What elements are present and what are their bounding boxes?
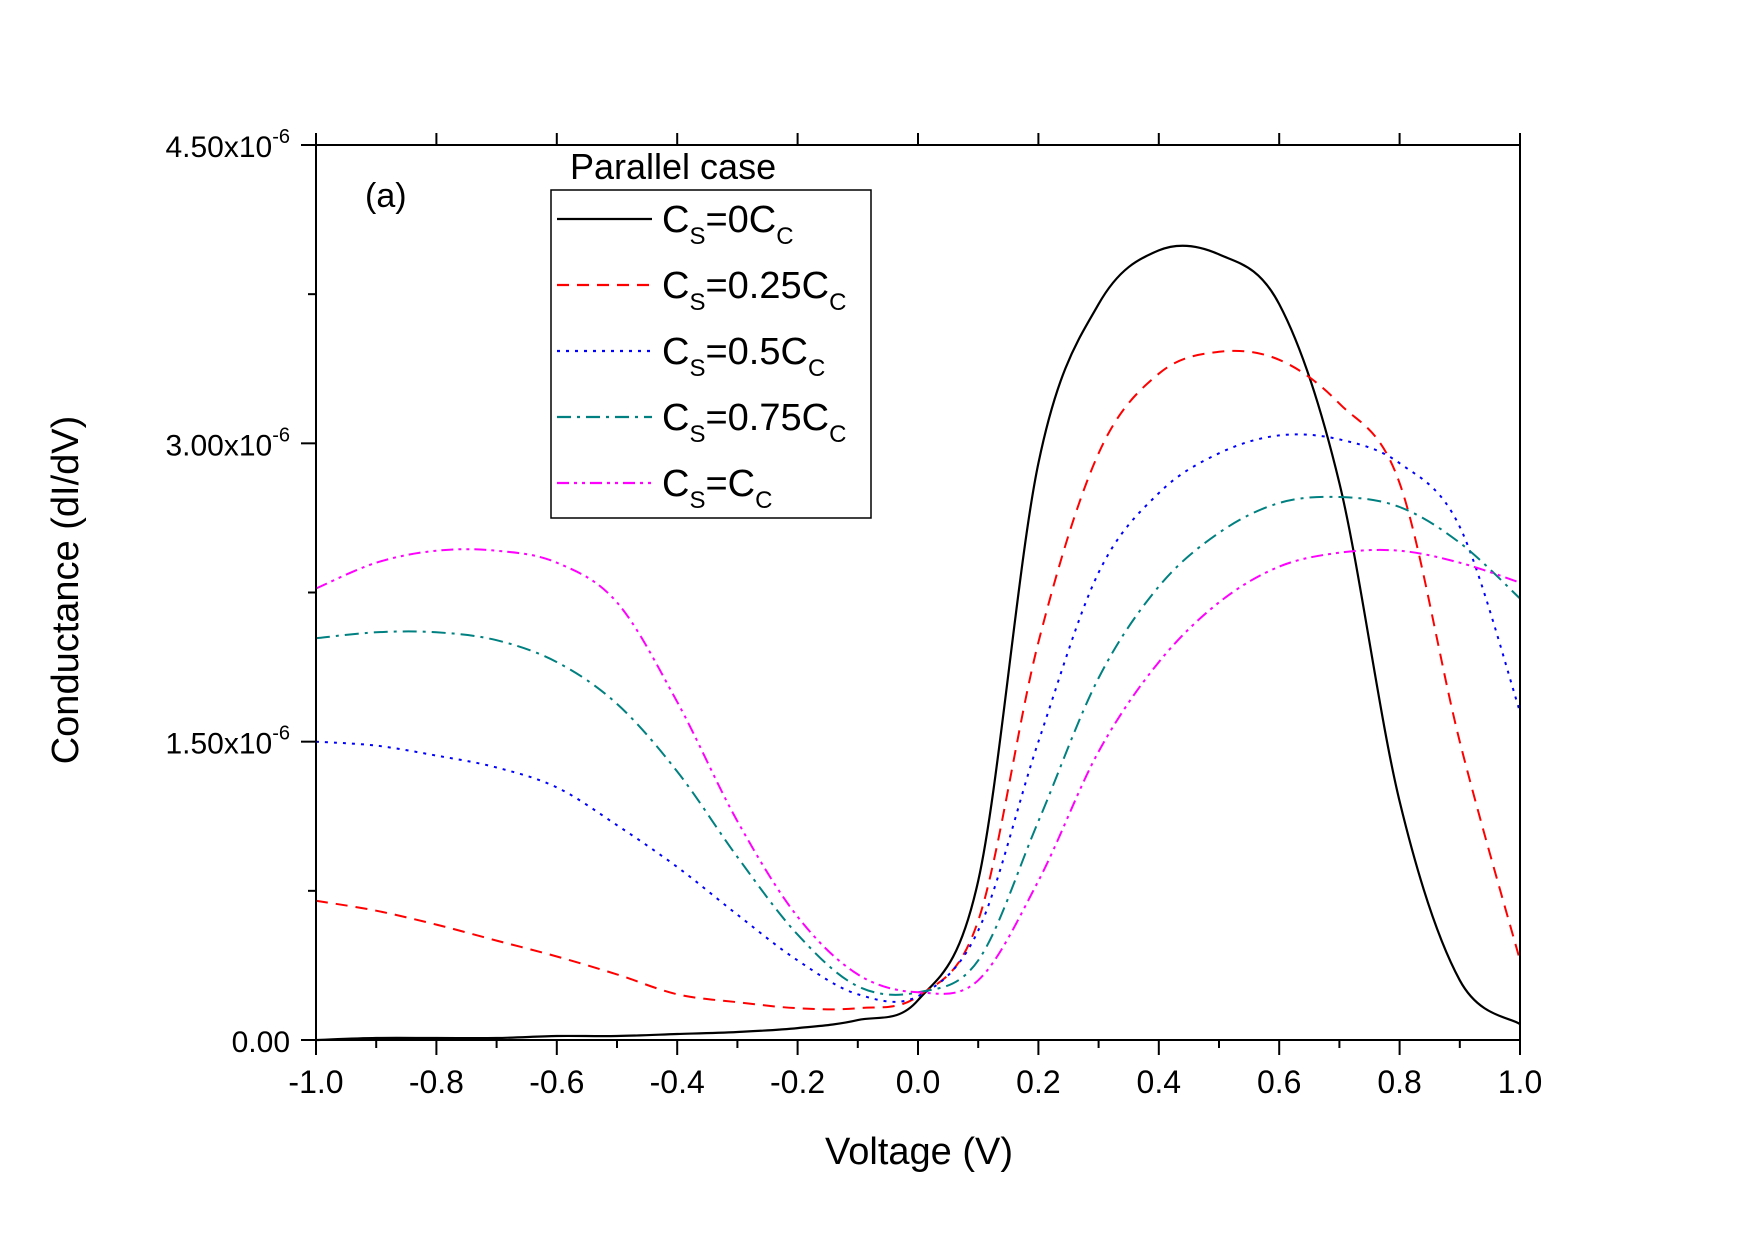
series-line-5	[315, 548, 1521, 995]
legend-items: CS=0CC CS=0.25CC CS=0.5CC CS=0.75CC CS=CC	[557, 199, 846, 514]
legend-label: CS=0.5CC	[662, 331, 825, 382]
x-tick-label: -0.2	[770, 1064, 825, 1100]
y-tick-label: 0.00	[232, 1026, 290, 1059]
series-line-2	[315, 349, 1521, 1011]
x-tick-label: 0.8	[1377, 1064, 1421, 1100]
x-axis-title: Voltage (V)	[825, 1131, 1013, 1173]
series-line-3	[315, 433, 1521, 1003]
x-tick-label: -0.4	[650, 1064, 705, 1100]
legend-title: Parallel case	[570, 146, 776, 187]
series-layer	[315, 244, 1521, 1042]
ticks-layer	[301, 133, 1521, 1055]
panel-label: (a)	[365, 177, 407, 215]
x-tick-label: -0.8	[409, 1064, 464, 1100]
series-line-1	[315, 244, 1521, 1042]
x-tick-label: -1.0	[288, 1064, 343, 1100]
y-tick-label: 4.50x10-6	[165, 126, 290, 164]
legend: Parallel case CS=0CCCS=0.25CCCS=0.5CCCS=…	[550, 146, 872, 519]
x-tick-label: 0.4	[1137, 1064, 1181, 1100]
x-tick-label: 1.0	[1498, 1064, 1542, 1100]
legend-label: CS=CC	[662, 463, 772, 514]
y-axis-title: Conductance (dI/dV)	[45, 416, 87, 765]
legend-box	[550, 189, 872, 519]
legend-label: CS=0.75CC	[662, 397, 846, 448]
labels-layer: -1.0 -0.8 -0.6 -0.4 -0.2 0.0 0.2 0.4 0.6 0.8 1.0 0.…	[165, 126, 1542, 1100]
series-line-4	[315, 495, 1521, 996]
y-tick-label: 3.00x10-6	[165, 424, 290, 462]
x-tick-label: 0.0	[896, 1064, 940, 1100]
y-tick-label: 1.50x10-6	[165, 723, 290, 761]
legend-label: CS=0.25CC	[662, 265, 846, 316]
x-tick-label: -0.6	[529, 1064, 584, 1100]
x-tick-label: 0.2	[1016, 1064, 1060, 1100]
x-tick-label: 0.6	[1257, 1064, 1301, 1100]
legend-label: CS=0CC	[662, 199, 794, 250]
